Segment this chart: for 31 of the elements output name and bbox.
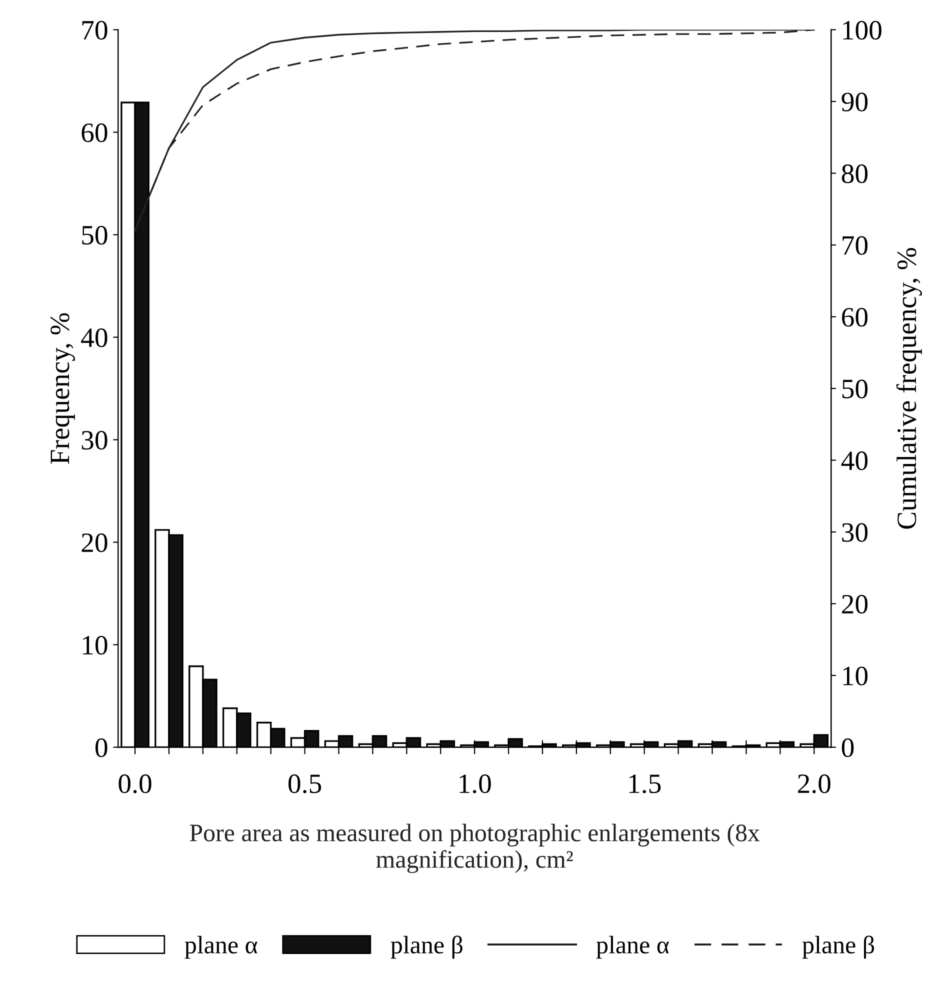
legend-label: plane α [184,936,258,959]
x-tick-label: 0.5 [288,774,322,794]
y-tick-label: 10 [82,636,108,655]
y2-tick-label: 100 [843,20,882,40]
y-tick-label: 30 [82,430,108,450]
x-tick-label: 0.0 [118,774,152,794]
y-axis-title: Frequency, % [50,313,75,464]
y2-tick-label: 90 [842,92,868,112]
y2-tick-label: 50 [842,380,868,398]
y2-tick-label: 70 [842,236,868,255]
x-axis-title: Pore area as measured on photographic enlargements (8x magnification), cm² [190,824,760,874]
x-tick-label: 1.0 [460,774,491,794]
y2-tick-label: 40 [841,451,868,470]
legend-label: plane β [802,936,874,959]
y2-tick-label: 80 [842,164,868,184]
y-tick-label: 70 [82,20,108,40]
y-tick-label: 50 [82,226,108,245]
y2-tick-label: 0 [842,738,854,758]
x-tick-label: 1.5 [629,774,661,794]
legend-label: plane β [390,936,462,959]
y-tick-label: 0 [95,738,108,758]
y-tick-label: 40 [81,328,108,348]
legend-label: plane α [596,936,669,959]
y2-axis-title: Cumulative frequency, % [896,248,922,529]
x-tick-label: 2.0 [798,774,830,794]
y2-tick-label: 10 [843,666,868,686]
y2-tick-label: 30 [842,523,868,542]
y2-tick-label: 20 [842,594,868,614]
y-tick-label: 20 [82,533,108,552]
y2-tick-label: 60 [842,308,868,327]
y-tick-label: 60 [82,123,108,142]
